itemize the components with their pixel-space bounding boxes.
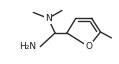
Text: N: N (45, 14, 52, 23)
Text: O: O (85, 42, 92, 51)
Text: H₂N: H₂N (19, 42, 36, 51)
